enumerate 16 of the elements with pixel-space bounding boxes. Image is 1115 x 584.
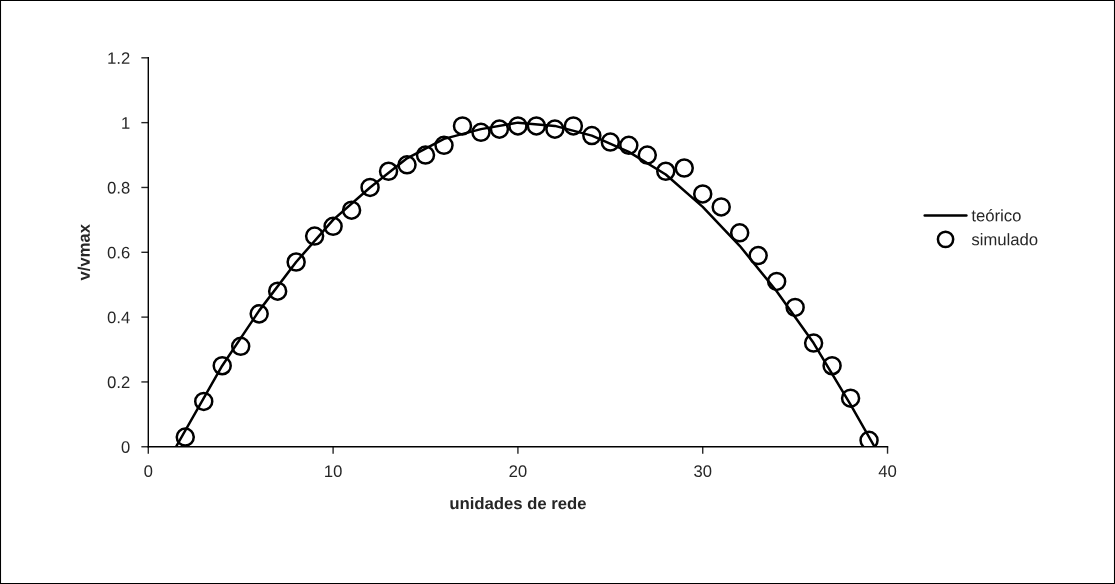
x-tick-label: 30 — [694, 465, 712, 478]
y-tick-label: 0.2 — [107, 376, 130, 389]
x-tick-label: 20 — [509, 465, 527, 478]
y-axis-title: v/vmax — [77, 224, 91, 281]
x-tick-label: 10 — [325, 465, 342, 478]
y-tick-label: 0.8 — [107, 181, 130, 194]
x-tick-label: 40 — [878, 465, 897, 478]
y-tick-label: 1.2 — [108, 52, 130, 64]
x-axis-title: unidades de rede — [450, 497, 586, 510]
legend-label: teórico — [971, 209, 1021, 222]
x-tick-label: 0 — [144, 465, 153, 478]
y-tick-label: 0.4 — [107, 311, 130, 324]
legend-label: simulado — [971, 233, 1038, 246]
y-tick-label: 0 — [121, 441, 130, 453]
y-tick-label: 1 — [122, 117, 130, 129]
y-tick-label: 0.6 — [107, 246, 130, 259]
